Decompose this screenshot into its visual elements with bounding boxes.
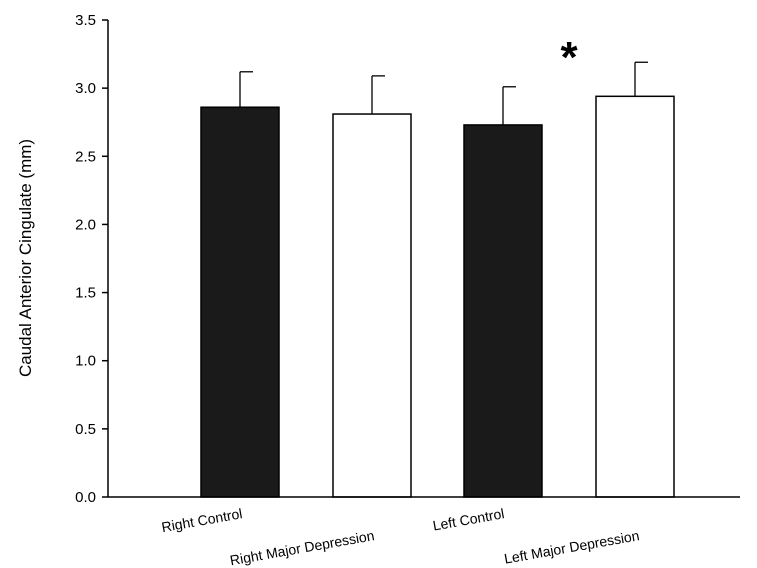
x-category-label: Left Major Depression — [503, 527, 641, 567]
y-tick-label: 3.5 — [75, 12, 96, 29]
x-category-label: Left Control — [431, 505, 505, 533]
x-category-label: Right Control — [160, 505, 243, 535]
y-ticks-layer: 0.0 0.5 1.0 1.5 2.0 2.5 3.0 3.5 — [75, 12, 108, 506]
y-tick-label: 3.0 — [75, 80, 96, 97]
bar-left-control — [463, 124, 543, 498]
y-tick-label: 1.5 — [75, 285, 96, 302]
bars-layer — [200, 61, 675, 498]
y-tick-label: 0.0 — [75, 489, 96, 506]
bar-right-major-depression — [332, 113, 412, 498]
y-axis-title: Caudal Anterior Cingulate (mm) — [16, 139, 35, 377]
y-tick-label: 2.5 — [75, 148, 96, 165]
axes-layer — [107, 20, 740, 498]
y-tick-label: 0.5 — [75, 421, 96, 438]
bar-right-control — [200, 106, 280, 498]
annotations-layer: * — [560, 33, 578, 82]
bar-left-major-depression — [595, 95, 675, 498]
y-tick-label: 1.0 — [75, 353, 96, 370]
x-category-label: Right Major Depression — [229, 527, 376, 568]
significance-asterisk: * — [560, 33, 578, 82]
y-tick-label: 2.0 — [75, 216, 96, 233]
